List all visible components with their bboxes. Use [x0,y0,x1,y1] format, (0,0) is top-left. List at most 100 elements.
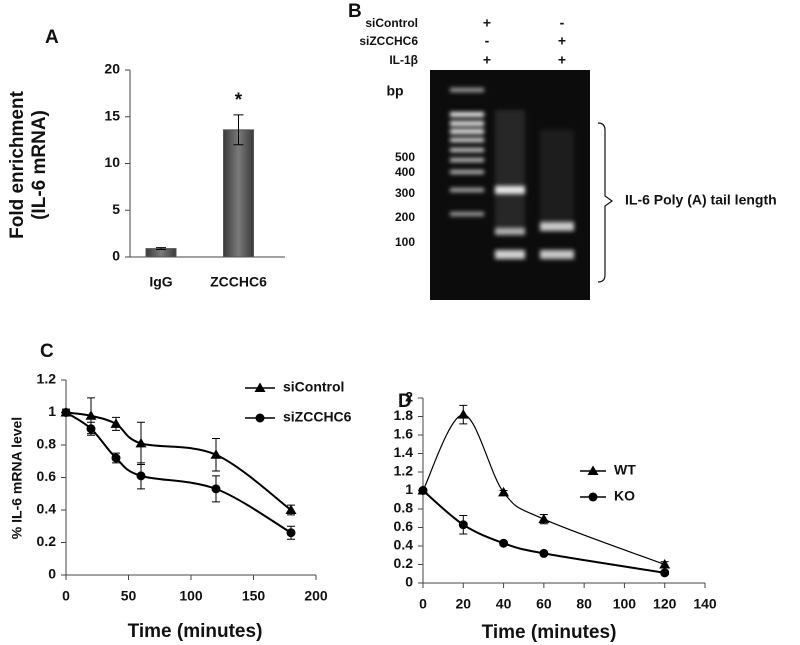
y-tick-label: 0.2 [394,555,414,571]
marker [135,437,147,448]
y-tick-label: 0.2 [37,533,57,549]
row-label: siZCCHC6 [359,34,418,48]
gel-bands [450,88,574,259]
row-label: siControl [365,16,418,30]
y-tick-label: 0.4 [37,501,57,517]
marker [418,486,428,495]
y-tick-label: 0.8 [394,500,414,516]
y-tick-label: 1.2 [394,463,414,479]
lane-sign: + [483,52,491,68]
legend-label: WT [614,462,636,478]
marker [539,548,549,558]
panel-letter: A [45,27,59,48]
y-tick-label: 0.6 [37,468,57,484]
y-tick-label: 1.4 [394,444,414,460]
x-tick-label: 100 [179,588,203,604]
y-tick-label: 0.6 [394,518,414,534]
y-tick-label: 1 [48,403,56,419]
size-marker: 200 [395,210,415,224]
marker [498,486,510,497]
lane-sign: - [560,15,565,31]
size-marker: 400 [395,165,415,179]
x-tick-label: 100 [613,596,637,612]
y-axis-label: Fold enrichment [7,90,28,238]
x-tick-label: 40 [496,596,512,612]
y-tick-label: 1 [405,481,413,497]
lane-sign: - [485,33,490,49]
lane-sign: + [558,52,566,68]
marker [85,410,97,420]
marker [61,408,71,417]
x-tick-label: 120 [653,596,677,612]
panel-letter: D [398,391,412,412]
y-tick-label: 0 [405,574,413,590]
marker [110,418,122,428]
marker [660,568,670,578]
x-tick-label: 150 [242,588,266,604]
y-tick-label: 15 [104,107,120,123]
x-tick-label: 80 [576,596,592,612]
x-axis-label: Time (minutes) [128,621,263,642]
legend-label: siControl [283,379,344,395]
y-tick-label: 1.6 [394,426,414,442]
y-tick-label: 5 [112,201,120,217]
y-axis-label: (IL-6 mRNA) [29,110,50,220]
lane-sign: + [483,15,491,31]
marker [254,382,266,392]
error-bar [233,114,244,146]
x-axis-label: Time (minutes) [482,622,617,643]
row-label: IL-1β [389,53,418,67]
legend-label: KO [614,488,635,504]
marker [587,465,599,475]
size-marker: 500 [395,150,415,164]
x-tick-label: IgG [149,274,172,290]
unit-label: bp [386,83,403,99]
size-marker: 100 [395,235,415,249]
x-tick-label: 50 [121,588,137,604]
y-tick-label: 0.4 [394,537,414,553]
marker [458,520,468,530]
y-tick-label: 10 [104,154,120,170]
panel-letter: C [40,341,54,362]
x-tick-label: 140 [693,596,717,612]
y-tick-label: 0 [48,566,56,582]
marker [86,424,96,434]
y-tick-label: 1.2 [37,371,57,387]
marker [457,409,469,419]
x-tick-label: 20 [455,596,471,612]
x-tick-label: 60 [536,596,552,612]
y-tick-label: 2 [405,389,413,405]
lane-sign: + [558,33,566,49]
error-bar [156,247,166,251]
x-tick-label: ZCCHC6 [210,274,267,290]
line [65,411,292,511]
marker [659,559,671,569]
y-axis-label: % IL-6 mRNA level [9,417,25,539]
marker [538,513,550,524]
legend-label: siZCCHC6 [283,409,352,425]
bracket [597,122,614,283]
line [65,411,292,534]
annotation: * [235,90,243,111]
marker [285,504,297,514]
line [422,489,665,574]
y-tick-label: 1.8 [394,407,414,423]
size-marker: 300 [395,186,415,200]
marker [210,449,222,459]
marker [111,453,121,463]
y-tick-label: 0 [112,248,120,264]
marker [588,492,598,502]
y-tick-label: 20 [104,61,120,77]
marker [255,413,265,423]
gel-annotation: IL-6 Poly (A) tail length [625,192,777,208]
x-tick-label: 0 [419,596,427,612]
marker [286,528,296,538]
marker [211,484,221,494]
bar [223,129,254,258]
marker [499,538,509,548]
panel-letter: B [348,1,362,22]
x-tick-label: 0 [62,588,70,604]
marker [136,471,146,481]
x-tick-label: 200 [304,588,328,604]
